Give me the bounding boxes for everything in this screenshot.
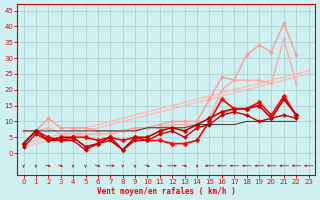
- X-axis label: Vent moyen/en rafales ( km/h ): Vent moyen/en rafales ( km/h ): [97, 187, 236, 196]
